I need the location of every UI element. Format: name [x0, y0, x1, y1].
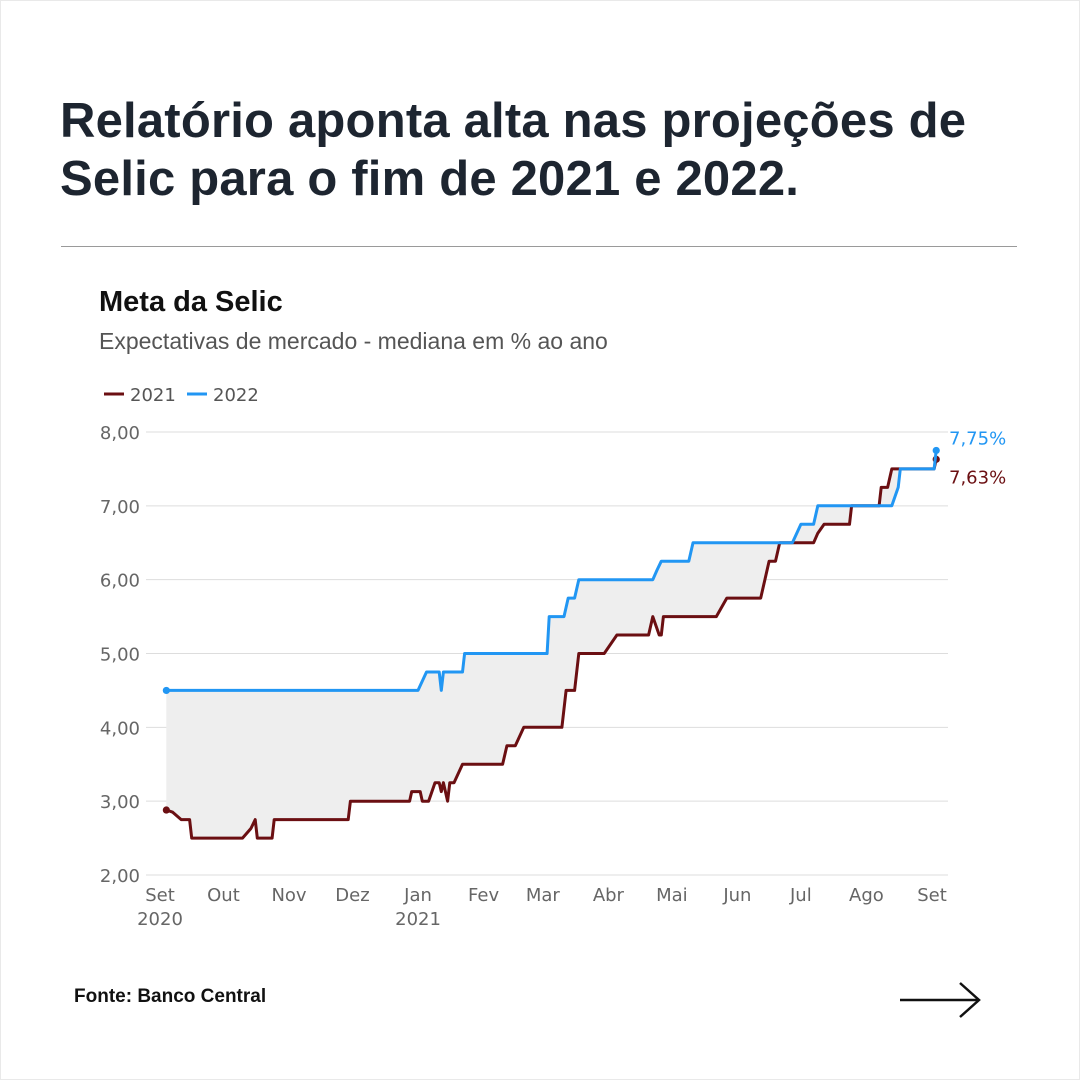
y-tick-label: 5,00	[100, 645, 140, 666]
x-tick-label: Ago	[849, 885, 884, 906]
x-tick-label: Jan	[403, 885, 432, 906]
y-tick-label: 2,00	[100, 866, 140, 887]
x-tick-label: Set	[145, 885, 175, 906]
legend-label: 2021	[130, 385, 176, 406]
x-tick-label: Set	[917, 885, 947, 906]
series-end-point	[932, 446, 940, 455]
headline-line-2: Selic para o fim de 2021 e 2022.	[60, 152, 800, 206]
x-tick-label: Jun	[722, 885, 751, 906]
end-value-label: 7,75%	[949, 428, 1006, 449]
x-tick-label: Fev	[468, 885, 499, 906]
x-tick-label: Mar	[526, 885, 561, 906]
y-tick-label: 3,00	[100, 792, 140, 813]
x-tick-label: Mai	[656, 885, 688, 906]
y-tick-label: 6,00	[100, 571, 140, 592]
legend-label: 2022	[213, 385, 259, 406]
x-tick-label: Dez	[335, 885, 369, 906]
y-tick-label: 7,00	[100, 497, 140, 518]
series-start-point	[162, 806, 170, 814]
series-line	[166, 450, 938, 692]
series-start-point	[162, 686, 170, 695]
x-tick-sublabel: 2020	[137, 909, 183, 930]
chart-title: Meta da Selic	[99, 286, 283, 318]
divider	[61, 246, 1017, 247]
series-line	[165, 458, 938, 840]
x-tick-label: Jul	[789, 885, 812, 906]
x-tick-sublabel: 2021	[395, 909, 441, 930]
x-tick-label: Out	[207, 885, 240, 906]
range-band	[166, 450, 937, 839]
x-tick-label: Nov	[271, 885, 306, 906]
source-note: Fonte: Banco Central	[74, 986, 267, 1007]
chart-subtitle: Expectativas de mercado - mediana em % a…	[99, 328, 608, 354]
arrow-right-icon[interactable]	[898, 980, 984, 1020]
x-tick-label: Abr	[593, 885, 625, 906]
y-tick-label: 4,00	[100, 718, 140, 739]
headline: Relatório aponta alta nas projeções de S…	[60, 92, 1020, 208]
end-value-label: 7,63%	[949, 467, 1006, 488]
y-tick-label: 8,00	[100, 423, 140, 444]
headline-line-1: Relatório aponta alta nas projeções de	[60, 94, 967, 148]
